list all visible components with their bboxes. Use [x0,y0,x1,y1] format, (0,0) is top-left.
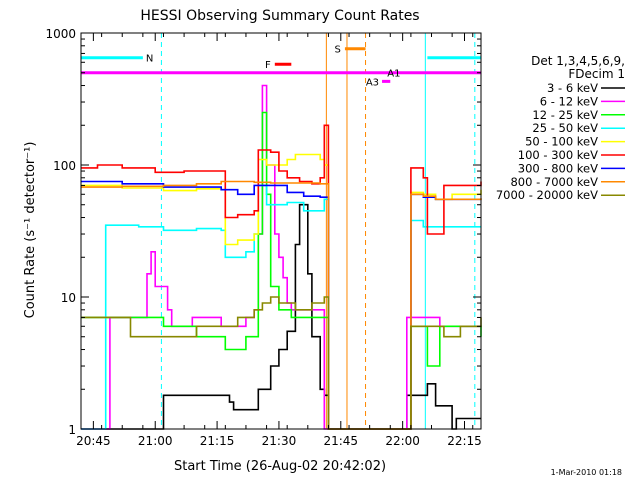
plot-frame [80,32,482,430]
footer-date: 1-Mar-2010 01:18 [551,468,622,477]
x-tick-label-4: 21:45 [323,434,358,448]
plot-content: N S F A1 A3 [81,33,482,430]
chart-title: HESSI Observing Summary Count Rates [140,8,419,24]
legend-header-line1: Det 1,3,4,5,6,9, [531,54,625,68]
legend-entry-label-1: 6 - 12 keV [540,94,598,108]
y-tick-label-2: 100 [53,159,76,173]
y-tick-label-1: 10 [61,291,76,305]
y-tick-label-3: 1000 [45,27,76,41]
legend-header-line2: FDecim 1 [568,67,625,81]
legend-entry-label-0: 3 - 6 keV [547,81,598,95]
y-axis-label: Count Rate (s⁻¹ detector⁻¹) [23,142,38,319]
legend-entry-label-5: 100 - 300 keV [518,148,598,162]
flag-label-2: S [335,45,341,56]
x-tick-label-6: 22:15 [447,434,482,448]
flag-label-5: A3 [366,77,379,88]
y-tick-label-0: 1 [68,423,76,437]
flag-label-3: F [265,60,271,71]
legend-entry-label-3: 25 - 50 keV [532,121,598,135]
series-line-0 [81,203,481,430]
series-line-5 [81,124,482,430]
x-axis-label: Start Time (26-Aug-02 20:42:02) [174,459,386,474]
axis-ticks: 20:45 21:00 21:15 21:30 21:45 22:00 22:15 1 10 10… [45,27,481,448]
flag-label-0: N [146,54,153,65]
legend-entry-label-8: 7000 - 20000 keV [496,188,598,202]
x-tick-label-1: 21:00 [138,434,173,448]
series-line-7 [81,180,482,430]
legend-entry-label-4: 50 - 100 keV [525,135,598,149]
x-tick-label-0: 20:45 [76,434,111,448]
legend-entry-label-6: 300 - 800 keV [518,161,598,175]
flag-label-4: A1 [387,69,400,80]
series-line-8 [81,296,482,430]
x-tick-label-3: 21:30 [262,434,297,448]
legend-entry-label-7: 800 - 7000 keV [510,175,598,189]
x-tick-label-5: 22:00 [385,434,420,448]
legend-entry-label-2: 12 - 25 keV [532,108,598,122]
x-tick-label-2: 21:15 [200,434,235,448]
